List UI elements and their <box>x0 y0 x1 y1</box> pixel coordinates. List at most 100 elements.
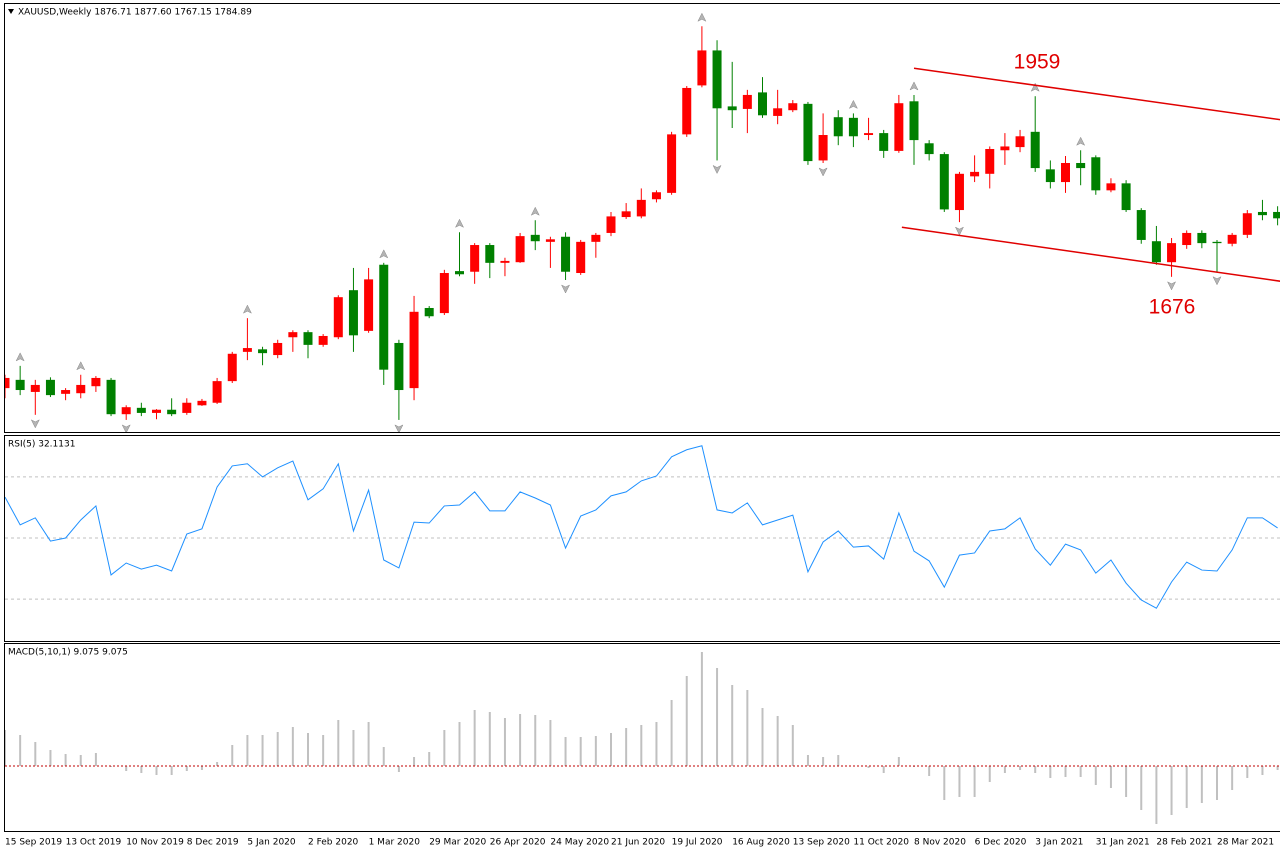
candle-body <box>45 379 55 396</box>
fractal-up <box>379 249 389 259</box>
histogram-bar <box>640 725 643 766</box>
price-plot <box>5 12 1280 432</box>
menu-icon[interactable] <box>8 9 14 14</box>
histogram-bar <box>882 766 885 773</box>
candle-body <box>258 349 268 354</box>
fractal-up <box>76 361 86 371</box>
fractal-down <box>394 424 404 432</box>
candle-body <box>288 332 298 338</box>
candle-body <box>530 234 540 242</box>
histogram-bar <box>519 714 522 766</box>
histogram-bar <box>155 766 158 775</box>
candle-body <box>121 407 131 415</box>
histogram-bar <box>958 766 961 797</box>
histogram-bar <box>1200 766 1203 803</box>
histogram-bar <box>185 766 188 771</box>
fractal-up <box>15 352 25 362</box>
candle-body <box>545 239 555 242</box>
histogram-bar <box>1155 766 1158 824</box>
rsi-line <box>5 445 1278 609</box>
histogram-bar <box>822 757 825 766</box>
candle-body <box>954 173 964 211</box>
candle-body <box>379 264 389 370</box>
candle-body <box>1136 210 1146 240</box>
histogram-bar <box>307 733 309 766</box>
fractal-down <box>1212 276 1222 286</box>
candle-body <box>15 379 25 391</box>
histogram-bar <box>1034 766 1037 773</box>
histogram-bar <box>322 735 325 766</box>
candle-body <box>333 297 343 338</box>
candle-body <box>576 241 586 274</box>
histogram-bar <box>1276 766 1279 770</box>
histogram-bar <box>549 720 552 766</box>
x-tick-label: 21 Jun 2020 <box>611 838 665 848</box>
candle-body <box>303 332 313 345</box>
x-tick-label: 28 Mar 2021 <box>1217 838 1274 848</box>
candle-body <box>894 103 904 151</box>
candle-body <box>1076 162 1086 169</box>
candle-body <box>591 234 601 242</box>
candle-body <box>1121 183 1131 211</box>
histogram-bar <box>64 754 67 766</box>
candle-body <box>1015 136 1025 148</box>
histogram-bar <box>337 720 340 766</box>
histogram-bar <box>943 766 946 800</box>
histogram-bar <box>200 766 203 770</box>
candle-body <box>348 290 358 336</box>
histogram-bar <box>246 735 249 766</box>
fractal-up <box>848 99 858 109</box>
histogram-bar <box>5 730 6 766</box>
histogram-bar <box>110 766 113 767</box>
histogram-bar <box>458 722 461 766</box>
candle-body <box>424 307 434 317</box>
histogram-bar <box>579 737 582 766</box>
histogram-bar <box>776 716 779 766</box>
histogram-bar <box>473 710 476 766</box>
histogram-bar <box>928 766 931 776</box>
histogram-bar <box>291 727 294 766</box>
fractal-up <box>454 218 465 228</box>
candle-body <box>636 199 646 217</box>
fractal-down <box>818 167 828 177</box>
histogram-bar <box>655 722 658 766</box>
x-tick-label: 16 Aug 2020 <box>732 838 790 848</box>
fractal-down <box>560 284 571 294</box>
histogram-bar <box>594 736 597 766</box>
histogram-bar <box>276 732 279 766</box>
histogram-bar <box>716 668 719 766</box>
x-tick-label: 28 Feb 2021 <box>1156 838 1212 848</box>
histogram-bar <box>94 753 97 766</box>
histogram-bar <box>19 735 22 766</box>
macd-title: MACD(5,10,1) 9.075 9.075 <box>8 648 128 658</box>
candle-body <box>1257 211 1267 216</box>
histogram-bar <box>34 742 37 766</box>
x-tick-label: 11 Oct 2020 <box>853 838 909 848</box>
candle-body <box>712 50 722 109</box>
candle-body <box>788 103 798 111</box>
histogram-bar <box>806 755 809 766</box>
candle-body <box>136 407 146 413</box>
candle-body <box>242 348 252 352</box>
rsi-title: RSI(5) 32.1131 <box>8 440 75 450</box>
candle-body <box>697 50 707 86</box>
candle-body <box>273 342 283 356</box>
histogram-bar <box>791 725 794 766</box>
candle-body <box>985 148 995 174</box>
candle-body <box>773 108 783 116</box>
x-tick-label: 2 Feb 2020 <box>308 838 359 848</box>
candle-body <box>91 377 101 387</box>
rsi-plot <box>5 445 1280 609</box>
histogram-bar <box>1246 766 1249 778</box>
histogram-bar <box>1109 766 1112 788</box>
x-tick-label: 5 Jan 2020 <box>247 838 295 848</box>
histogram-bar <box>1064 766 1067 777</box>
x-tick-label: 8 Nov 2020 <box>914 838 966 848</box>
macd-plot <box>5 652 1280 824</box>
candle-body <box>818 135 828 161</box>
candle-body <box>1151 241 1161 263</box>
fractal-down <box>121 424 131 432</box>
histogram-bar <box>1019 766 1022 770</box>
histogram-bar <box>397 766 400 772</box>
